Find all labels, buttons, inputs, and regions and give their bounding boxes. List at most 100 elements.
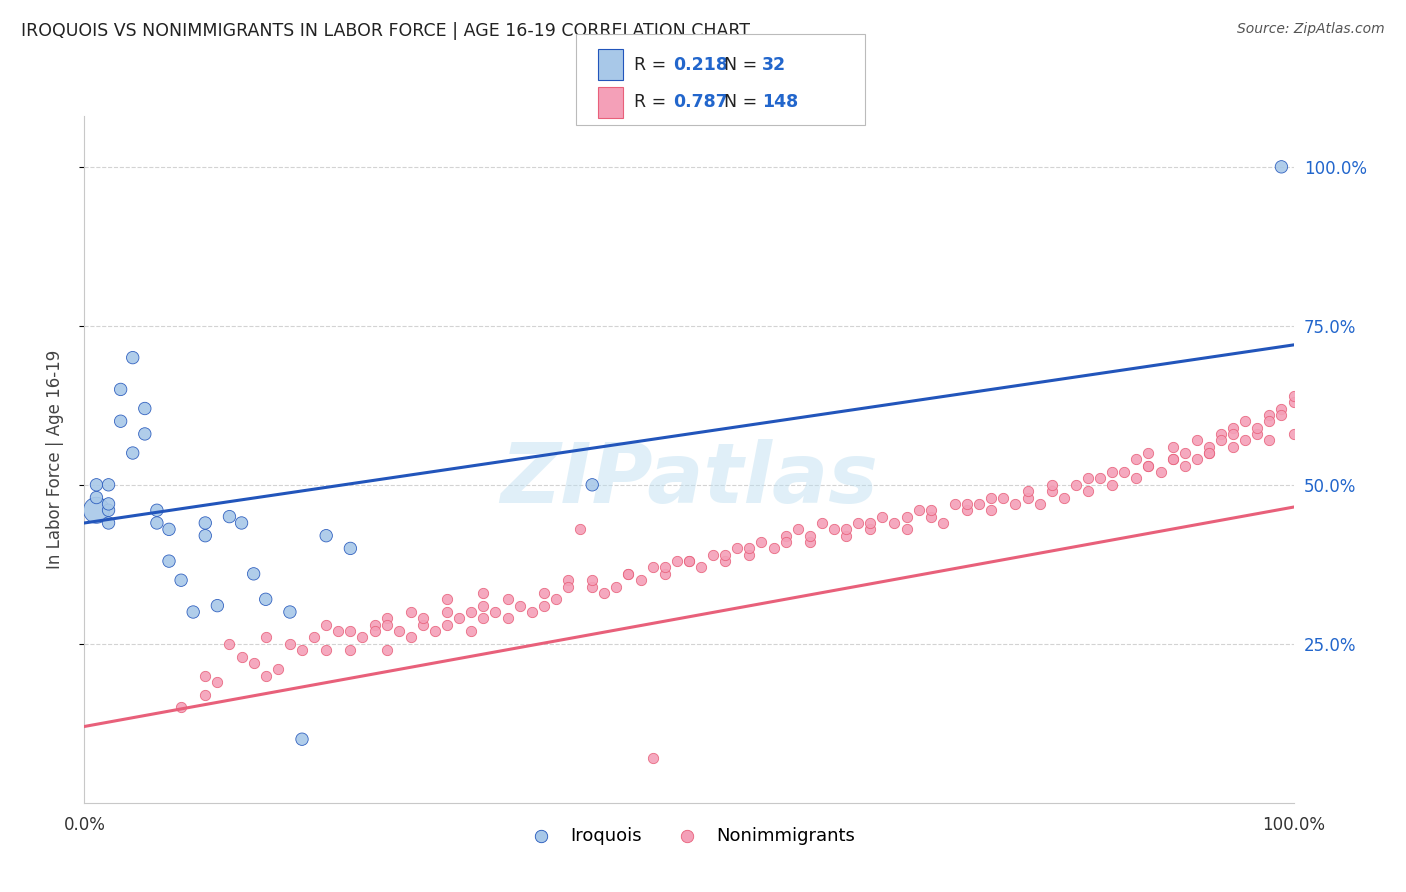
Point [1149,465,1171,479]
Point [1174,446,1197,460]
Text: ZIPatlas: ZIPatlas [501,440,877,521]
Point [412,611,434,625]
Point [509,599,531,613]
Point [134,401,156,416]
Point [617,566,640,581]
Point [1270,401,1292,416]
Text: 0.787: 0.787 [673,94,728,112]
Point [218,509,240,524]
Point [315,643,337,657]
Point [170,573,193,587]
Point [1040,478,1063,492]
Point [920,509,942,524]
Y-axis label: In Labor Force | Age 16-19: In Labor Force | Age 16-19 [45,350,63,569]
Point [121,446,143,460]
Point [110,383,132,397]
Point [714,554,737,568]
Point [641,751,664,765]
Text: N =: N = [724,94,763,112]
Point [993,491,1015,505]
Point [932,516,955,530]
Point [110,414,132,428]
Point [907,503,929,517]
Point [97,478,120,492]
Point [581,573,603,587]
Text: 32: 32 [762,55,786,74]
Point [315,617,337,632]
Point [242,656,264,670]
Point [194,516,217,530]
Point [956,497,979,511]
Point [86,478,108,492]
Point [278,637,301,651]
Point [956,503,979,517]
Point [157,522,180,536]
Point [267,662,290,676]
Point [97,497,120,511]
Point [291,732,314,747]
Point [943,497,966,511]
Point [1209,434,1232,448]
Point [665,554,688,568]
Text: R =: R = [634,94,672,112]
Point [399,605,422,619]
Point [654,566,676,581]
Point [134,426,156,441]
Point [896,509,918,524]
Point [1270,408,1292,422]
Point [472,599,495,613]
Point [1040,484,1063,499]
Point [436,617,458,632]
Point [436,605,458,619]
Point [1185,452,1208,467]
Text: 148: 148 [762,94,799,112]
Point [1270,160,1292,174]
Point [714,548,737,562]
Point [146,503,169,517]
Point [872,509,894,524]
Point [641,560,664,574]
Point [254,668,277,682]
Point [388,624,411,639]
Point [799,529,821,543]
Point [1161,452,1184,467]
Point [460,605,482,619]
Point [449,611,471,625]
Point [1017,484,1039,499]
Text: 0.218: 0.218 [673,55,728,74]
Point [1198,446,1220,460]
Point [980,491,1002,505]
Point [496,611,519,625]
Point [157,554,180,568]
Point [1185,434,1208,448]
Point [702,548,724,562]
Point [835,522,858,536]
Point [194,688,217,702]
Point [399,631,422,645]
Point [859,522,882,536]
Point [231,649,253,664]
Point [883,516,905,530]
Point [1282,389,1305,403]
Point [1114,465,1136,479]
Point [1028,497,1050,511]
Point [569,522,592,536]
Text: IROQUOIS VS NONIMMIGRANTS IN LABOR FORCE | AGE 16-19 CORRELATION CHART: IROQUOIS VS NONIMMIGRANTS IN LABOR FORCE… [21,22,749,40]
Point [86,491,108,505]
Point [896,522,918,536]
Point [544,592,567,607]
Point [97,503,120,517]
Point [786,522,808,536]
Text: N =: N = [724,55,763,74]
Point [339,624,361,639]
Point [1258,414,1281,428]
Point [1101,478,1123,492]
Point [1198,440,1220,454]
Point [725,541,748,556]
Point [520,605,543,619]
Point [1125,452,1147,467]
Point [375,611,398,625]
Point [375,617,398,632]
Point [146,516,169,530]
Point [823,522,845,536]
